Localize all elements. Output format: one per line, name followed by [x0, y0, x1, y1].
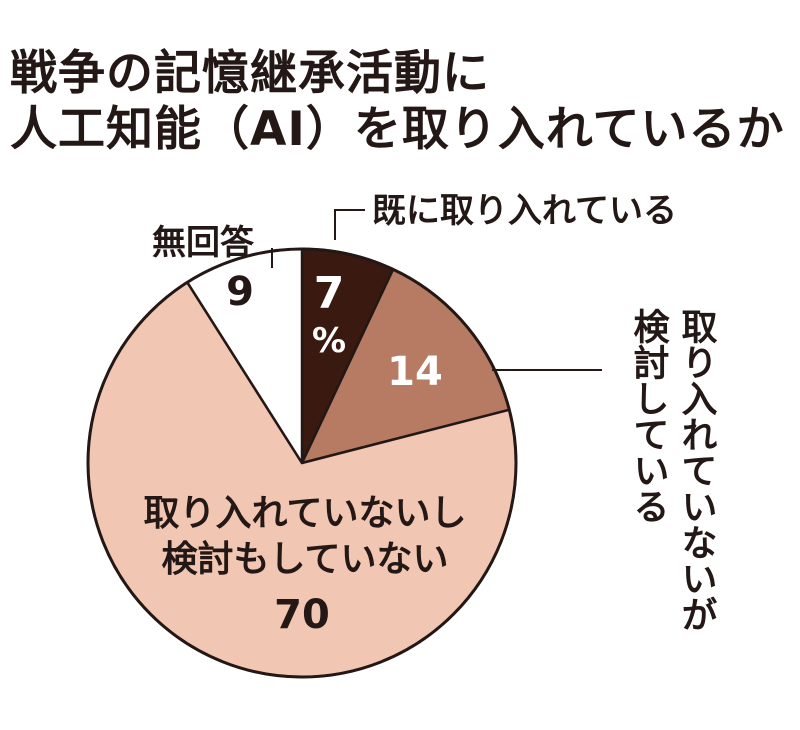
- value-label-2: 70: [274, 592, 330, 638]
- leader-line-0: [334, 209, 365, 240]
- category-label-3: 無回答: [152, 223, 255, 263]
- category-label-1-col-1: 検討している: [628, 308, 670, 524]
- value-label-3: 9: [226, 269, 254, 315]
- category-label-0: 既に取り入れている: [372, 191, 677, 231]
- chart-title-line-1: 戦争の記憶継承活動に: [10, 46, 490, 101]
- category-label-2-line-0: 取り入れていないし: [144, 493, 467, 534]
- value-label-1: 14: [387, 349, 443, 395]
- value-label-0: 7: [314, 268, 345, 319]
- category-label-2-line-1: 検討もしていない: [162, 539, 449, 580]
- category-label-1-col-0: 取り入れていないが: [676, 308, 718, 632]
- pie-outline: [86, 247, 518, 679]
- chart-title-line-2: 人工知能（AI）を取り入れているか: [10, 102, 785, 157]
- value-unit-label: %: [312, 321, 346, 361]
